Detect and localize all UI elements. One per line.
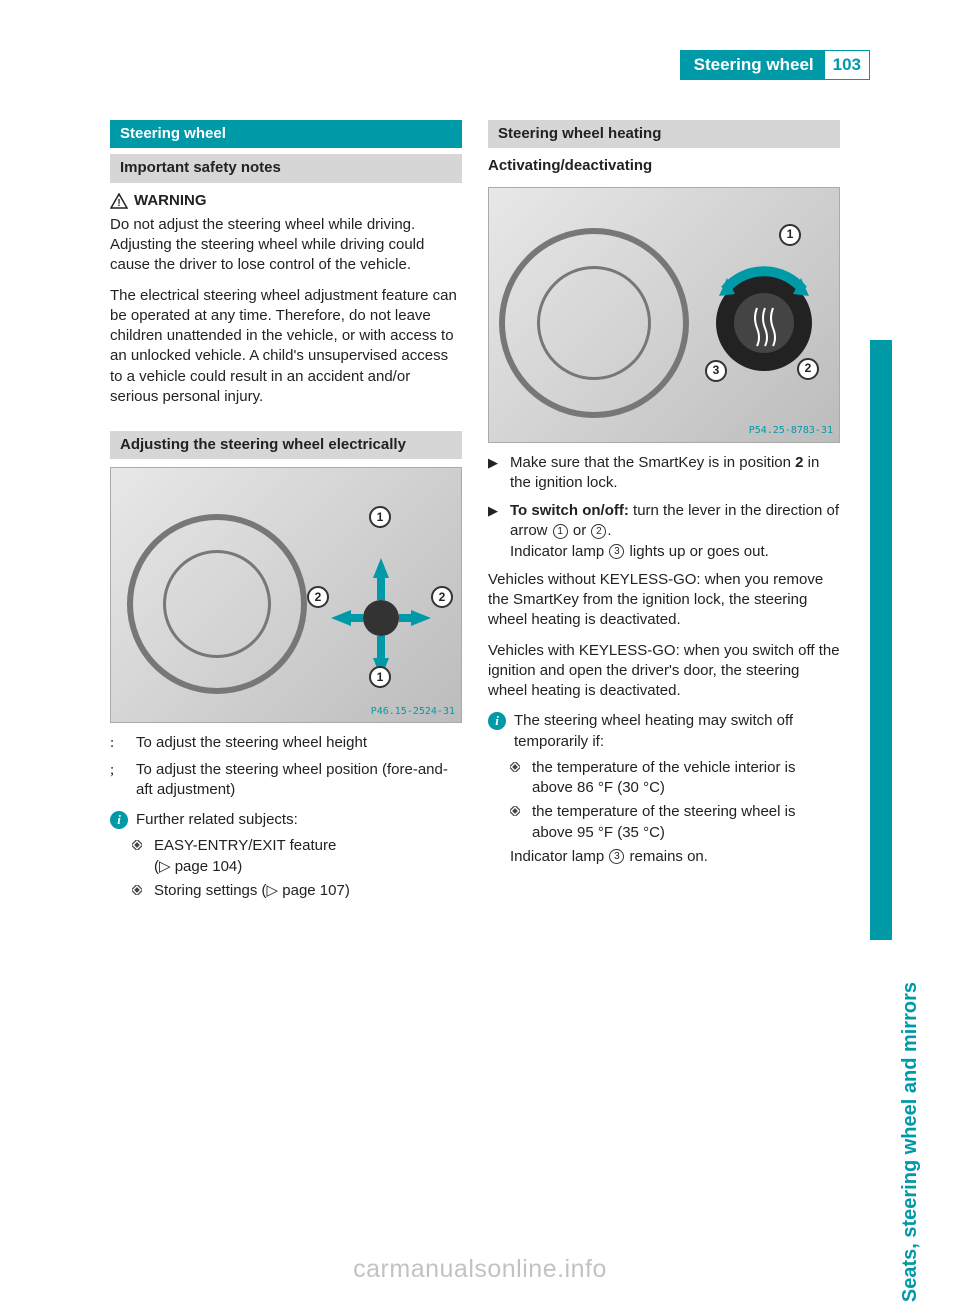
step-arrow-icon: ▶ (488, 502, 502, 520)
info-icon: i (488, 712, 506, 730)
callout-1-top: 1 (369, 506, 391, 528)
legend-num-2: ; (110, 760, 126, 780)
bullet-temp-wheel: the temperature of the steering wheel is… (510, 802, 840, 843)
svg-text:!: ! (117, 198, 120, 209)
legend-row-1: : To adjust the steering wheel height (110, 733, 462, 753)
watermark: carmanualsonline.info (353, 1255, 607, 1284)
section-heating: Steering wheel heating (488, 120, 840, 148)
bullet-icon (510, 804, 524, 820)
callout-heat-2: 2 (797, 358, 819, 380)
page: Steering wheel 103 Seats, steering wheel… (0, 0, 960, 1302)
legend-num-1: : (110, 733, 126, 753)
bullet-icon (132, 883, 146, 899)
warning-paragraph-2: The electrical steering wheel adjustment… (110, 286, 462, 408)
bullet-text-2: Storing settings (▷ page 107) (154, 881, 350, 901)
para-with-keyless: Vehicles with KEYLESS-GO: when you switc… (488, 641, 840, 702)
bullet-easy-entry: EASY-ENTRY/EXIT feature (▷ page 104) (132, 836, 462, 877)
para-without-keyless: Vehicles without KEYLESS-GO: when you re… (488, 570, 840, 631)
bullet-text-wheel: the temperature of the steering wheel is… (532, 802, 840, 843)
tail-text: Indicator lamp 3 remains on. (510, 847, 840, 867)
side-chapter-label: Seats, steering wheel and mirrors (899, 982, 922, 1302)
page-number: 103 (824, 50, 870, 80)
info-row-heating: i The steering wheel heating may switch … (488, 711, 840, 752)
right-column: Steering wheel heating Activating/deacti… (488, 120, 840, 905)
legend-row-2: ; To adjust the steering wheel position … (110, 760, 462, 801)
step-text-2: To switch on/off: turn the lever in the … (510, 501, 840, 562)
header-title: Steering wheel (680, 50, 824, 80)
bullet-icon (510, 760, 524, 776)
figure-code-1: P46.15-2524-31 (371, 705, 455, 719)
figure-steering-adjust: 1 1 2 2 P46.15-2524-31 (110, 467, 462, 723)
bullet-text-1: EASY-ENTRY/EXIT feature (▷ page 104) (154, 836, 336, 877)
section-adjust-electrically: Adjusting the steering wheel electricall… (110, 431, 462, 459)
figure-code-2: P54.25-8783-31 (749, 424, 833, 438)
warning-triangle-icon: ! (110, 193, 128, 209)
info-text-heating: The steering wheel heating may switch of… (514, 711, 840, 752)
bullet-storing: Storing settings (▷ page 107) (132, 881, 462, 901)
inline-ref-2: 2 (591, 524, 606, 539)
bullet-text-interior: the temperature of the vehicle interior … (532, 758, 840, 799)
side-tab (870, 340, 892, 940)
info-text: Further related subjects: (136, 810, 298, 830)
bullet-temp-interior: the temperature of the vehicle interior … (510, 758, 840, 799)
columns: Steering wheel Important safety notes ! … (110, 120, 870, 905)
figure-steering-heating: 1 2 3 P54.25-8783-31 (488, 187, 840, 443)
left-column: Steering wheel Important safety notes ! … (110, 120, 462, 905)
warning-label: WARNING (134, 191, 207, 211)
section-safety-notes: Important safety notes (110, 154, 462, 182)
legend-text-1: To adjust the steering wheel height (136, 733, 462, 753)
callout-heat-1: 1 (779, 224, 801, 246)
heating-lever-icon (669, 228, 829, 408)
subhead-activating: Activating/deactivating (488, 156, 840, 176)
step-text-1: Make sure that the SmartKey is in positi… (510, 453, 840, 494)
header-tab: Steering wheel 103 (680, 50, 870, 80)
bullet-icon (132, 838, 146, 854)
section-steering-wheel: Steering wheel (110, 120, 462, 148)
inline-ref-3b: 3 (609, 849, 624, 864)
warning-paragraph-1: Do not adjust the steering wheel while d… (110, 215, 462, 276)
info-row: i Further related subjects: (110, 810, 462, 830)
step-switch-onoff: ▶ To switch on/off: turn the lever in th… (488, 501, 840, 562)
step-smartkey: ▶ Make sure that the SmartKey is in posi… (488, 453, 840, 494)
inline-ref-3: 3 (609, 544, 624, 559)
step-arrow-icon: ▶ (488, 454, 502, 472)
info-icon: i (110, 811, 128, 829)
legend-text-2: To adjust the steering wheel position (f… (136, 760, 462, 801)
warning-heading: ! WARNING (110, 191, 462, 211)
callout-heat-3: 3 (705, 360, 727, 382)
inline-ref-1: 1 (553, 524, 568, 539)
